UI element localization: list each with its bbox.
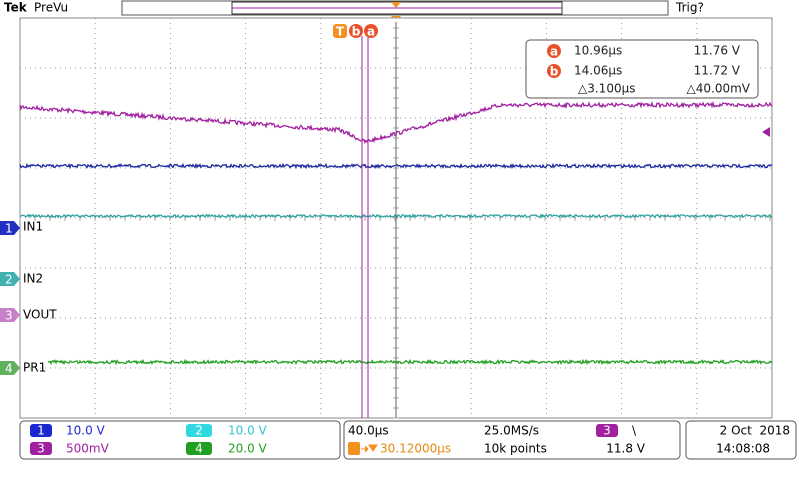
trigger-level-marker	[762, 127, 770, 137]
channel-number: 3	[5, 309, 13, 323]
readout-marker	[547, 64, 561, 78]
channel-badge	[30, 424, 52, 437]
readout-time: 10.96µs	[574, 44, 622, 58]
channel-number: 1	[37, 424, 45, 438]
record-length: 10k points	[484, 442, 547, 456]
channel-4-marker	[0, 361, 20, 375]
channel-3-marker	[0, 308, 20, 322]
sample-rate: 25.0MS/s	[484, 424, 539, 438]
channel-number: 3	[37, 442, 45, 456]
channel-badge	[30, 442, 52, 455]
trigger-status: Trig?	[675, 1, 704, 15]
channel-number: 4	[5, 362, 13, 376]
time: 14:08:08	[716, 442, 770, 456]
channel-scale: 20.0 V	[228, 442, 268, 456]
trigger-source: 3	[603, 424, 611, 438]
cursor-marker-a	[364, 24, 378, 38]
readout-marker-label: b	[550, 65, 559, 79]
channel-badge	[186, 442, 212, 455]
trigger-slope: \	[632, 424, 637, 438]
trigger-position: 30.12000µs	[380, 442, 451, 456]
datetime	[685, 420, 797, 460]
cursor-marker-label: a	[367, 25, 375, 39]
brand: Tek	[4, 1, 28, 15]
trigger-level: 11.8 V	[606, 442, 646, 456]
trigger-source-badge	[596, 424, 618, 437]
readout-value: 11.76 V	[694, 44, 741, 58]
channel-badge	[186, 424, 212, 437]
channel-label: IN1	[23, 220, 43, 234]
pr1-trace	[47, 358, 773, 366]
readout-marker	[547, 44, 561, 58]
time-scale: 40.0µs	[348, 424, 389, 438]
trigger-position-icon	[348, 442, 360, 455]
channel-number: 1	[5, 222, 13, 236]
channel-2-marker	[0, 272, 20, 286]
channel-number: 2	[195, 424, 203, 438]
cursor-marker-b	[349, 24, 363, 38]
readout-value: 11.72 V	[694, 64, 741, 78]
readout-time: 14.06µs	[574, 64, 622, 78]
channel-label: VOUT	[23, 308, 57, 322]
channel-scale: 10.0 V	[66, 424, 106, 438]
trigger-position-arrow	[361, 444, 378, 453]
trigger-marker-top	[391, 2, 401, 8]
cursor-marker-t	[333, 24, 347, 38]
channel-scale: 10.0 V	[228, 424, 268, 438]
readout-delta-time: △3.100µs	[578, 82, 635, 96]
cursor-marker-label: b	[352, 25, 361, 39]
cursor-marker-label: T	[336, 25, 345, 39]
channel-settings	[19, 420, 341, 460]
channel-1-marker	[0, 221, 20, 235]
readout-delta-value: △40.00mV	[687, 82, 751, 96]
readout-marker-label: a	[550, 45, 558, 59]
channel-scale: 500mV	[66, 442, 110, 456]
channel-label: IN2	[23, 272, 43, 286]
channel-label: PR1	[23, 361, 46, 375]
cursor-readout	[525, 39, 759, 99]
date: 2 Oct 2018	[720, 424, 790, 438]
mode: PreVu	[34, 1, 68, 15]
channel-number: 2	[5, 273, 13, 287]
channel-number: 4	[195, 442, 203, 456]
